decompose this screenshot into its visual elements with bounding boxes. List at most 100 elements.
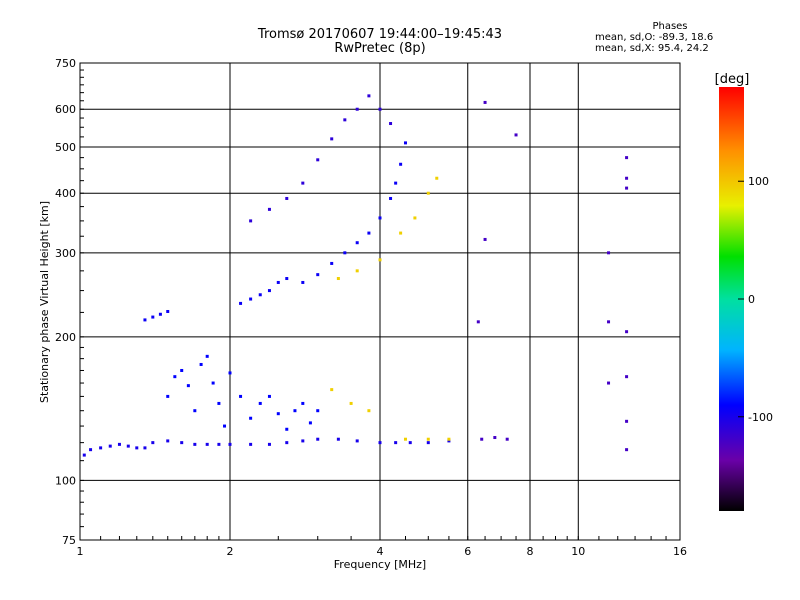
data-point: [343, 251, 347, 255]
x-tick-label: 4: [377, 545, 384, 558]
phases-x-line: mean, sd,X: 95.4, 24.2: [595, 43, 709, 54]
data-point: [378, 107, 382, 111]
data-point: [228, 371, 232, 375]
phases-summary: Phases mean, sd,O: -89.3, 18.6 mean, sd,…: [595, 21, 745, 54]
data-point: [301, 280, 305, 284]
data-point: [308, 421, 312, 425]
data-point: [426, 441, 430, 445]
data-point: [607, 251, 611, 255]
data-point: [258, 401, 262, 405]
data-point: [293, 409, 297, 413]
data-point: [330, 388, 334, 392]
data-point: [625, 375, 629, 379]
data-point: [316, 273, 320, 277]
data-point: [316, 158, 320, 162]
data-point: [89, 448, 93, 452]
data-point: [480, 437, 484, 441]
data-point: [301, 439, 305, 443]
data-point: [223, 424, 227, 428]
data-point: [249, 416, 253, 420]
data-point: [166, 439, 170, 443]
data-point: [193, 442, 197, 446]
data-point: [389, 122, 393, 126]
x-tick-label: 16: [673, 545, 687, 558]
y-axis-label: Stationary phase Virtual Height [km]: [38, 201, 51, 403]
data-point: [367, 409, 371, 413]
phases-heading: Phases: [652, 21, 688, 32]
data-point: [378, 258, 382, 262]
data-point: [205, 442, 209, 446]
data-point: [625, 330, 629, 334]
data-point: [483, 100, 487, 104]
data-point: [330, 137, 334, 141]
data-point: [199, 362, 203, 366]
data-point: [607, 320, 611, 324]
data-point: [316, 409, 320, 413]
data-point: [625, 156, 629, 160]
x-tick-label: 8: [527, 545, 534, 558]
data-point: [180, 368, 184, 372]
data-point: [126, 444, 130, 448]
data-point: [151, 315, 155, 319]
data-point: [301, 181, 305, 185]
data-point: [239, 394, 243, 398]
data-point: [426, 437, 430, 441]
data-point: [267, 289, 271, 293]
data-point: [403, 141, 407, 145]
data-point: [151, 441, 155, 445]
data-point: [173, 375, 177, 379]
data-point: [249, 297, 253, 301]
data-points: [82, 94, 629, 457]
data-point: [408, 441, 412, 445]
data-point: [336, 437, 340, 441]
data-point: [447, 437, 451, 441]
y-tick-label: 600: [55, 103, 76, 116]
data-point: [625, 176, 629, 180]
data-point: [514, 133, 518, 137]
y-tick-label: 750: [55, 57, 76, 70]
y-tick-label: 500: [55, 141, 76, 154]
data-point: [625, 448, 629, 452]
data-point: [99, 446, 103, 450]
data-point: [435, 176, 439, 180]
chart-subtitle: RwPretec (8p): [334, 41, 426, 56]
data-point: [399, 162, 403, 166]
data-point: [205, 354, 209, 358]
data-point: [447, 439, 451, 443]
data-point: [476, 320, 480, 324]
data-point: [117, 442, 121, 446]
data-point: [285, 441, 289, 445]
x-tick-label: 10: [571, 545, 585, 558]
data-point: [625, 186, 629, 190]
data-point: [330, 261, 334, 265]
data-point: [249, 219, 253, 223]
data-point: [607, 381, 611, 385]
data-point: [355, 107, 359, 111]
data-point: [166, 309, 170, 313]
data-point: [426, 191, 430, 195]
data-point: [367, 94, 371, 98]
x-tick-label: 2: [227, 545, 234, 558]
data-point: [228, 442, 232, 446]
data-point: [276, 280, 280, 284]
colorbar-ticks: 100 0 -100: [738, 175, 773, 424]
data-point: [258, 293, 262, 297]
data-point: [336, 277, 340, 281]
y-tick-label: 200: [55, 331, 76, 344]
data-point: [378, 441, 382, 445]
phases-o-line: mean, sd,O: -89.3, 18.6: [595, 32, 714, 43]
data-point: [249, 442, 253, 446]
data-point: [217, 442, 221, 446]
data-point: [483, 237, 487, 241]
colorbar-label: [deg]: [715, 72, 750, 87]
data-point: [355, 241, 359, 245]
x-axis-label: Frequency [MHz]: [334, 558, 426, 571]
data-point: [108, 444, 112, 448]
grid-lines: [80, 63, 680, 540]
colorbar-tick-label: 0: [748, 293, 755, 306]
data-point: [267, 207, 271, 211]
data-point: [158, 312, 162, 316]
data-point: [166, 394, 170, 398]
data-point: [625, 419, 629, 423]
